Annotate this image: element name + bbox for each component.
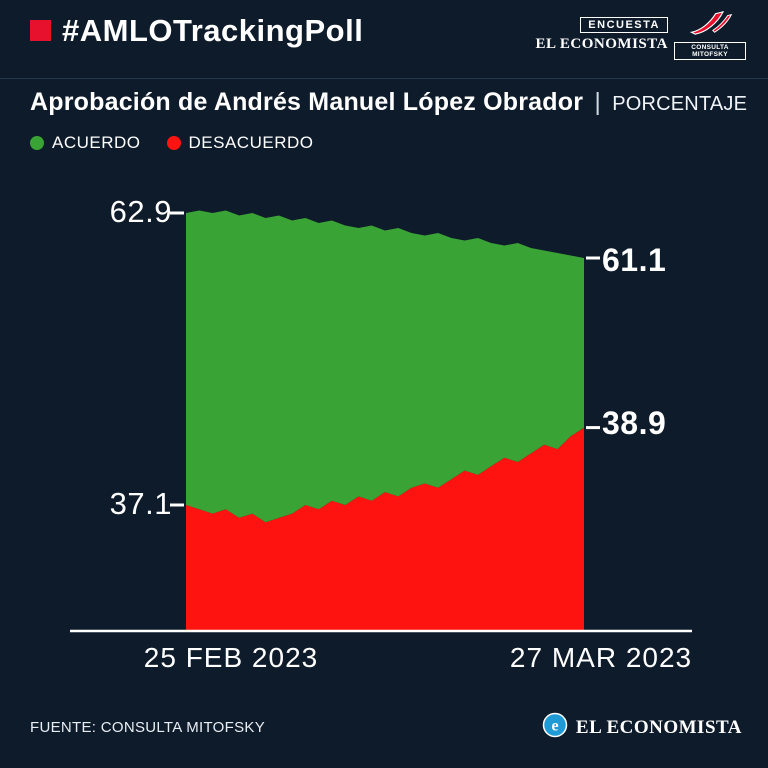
value-desacuerdo-end: 38.9 <box>602 405 667 441</box>
page-title: #AMLOTrackingPoll <box>62 13 364 48</box>
x-axis-label-start: 25 FEB 2023 <box>143 642 319 673</box>
chart-title: Aprobación de Andrés Manuel López Obrado… <box>30 88 747 117</box>
value-desacuerdo-start: 37.1 <box>109 486 172 521</box>
header-divider <box>0 78 768 79</box>
el-economista-header-label: EL ECONOMISTA <box>535 36 668 52</box>
chart-title-main: Aprobación de Andrés Manuel López Obrado… <box>30 88 584 116</box>
svg-text:e: e <box>551 718 558 735</box>
source-note: FUENTE: CONSULTA MITOFSKY <box>30 719 266 736</box>
mitofsky-label: CONSULTA MITOFSKY <box>674 42 746 60</box>
el-economista-footer-label: EL ECONOMISTA <box>575 716 742 738</box>
legend-dot <box>30 136 44 150</box>
encuesta-el-economista-logo: ENCUESTA EL ECONOMISTA <box>535 15 668 53</box>
legend-label-acuerdo: ACUERDO <box>52 133 141 152</box>
accent-square <box>30 20 51 41</box>
area-acuerdo <box>186 210 584 523</box>
area-desacuerdo <box>186 427 584 630</box>
title-separator: | <box>594 88 602 116</box>
encuesta-label: ENCUESTA <box>580 17 668 33</box>
legend-dot <box>166 136 181 150</box>
mitofsky-swoosh-icon <box>686 11 734 40</box>
value-acuerdo-start: 62.9 <box>109 194 172 229</box>
value-acuerdo-end: 61.1 <box>602 242 667 278</box>
title-unit: PORCENTAJE <box>612 93 748 115</box>
legend: ACUERDO DESACUERDO <box>30 133 313 153</box>
el-economista-footer-logo: e EL ECONOMISTA <box>542 712 742 743</box>
el-economista-icon: e <box>542 712 568 743</box>
legend-item-acuerdo: ACUERDO <box>30 133 141 153</box>
consulta-mitofsky-logo: CONSULTA MITOFSKY <box>674 10 746 60</box>
legend-item-desacuerdo: DESACUERDO <box>166 133 314 153</box>
legend-label-desacuerdo: DESACUERDO <box>188 133 314 152</box>
x-axis-label-end: 27 MAR 2023 <box>509 642 693 673</box>
